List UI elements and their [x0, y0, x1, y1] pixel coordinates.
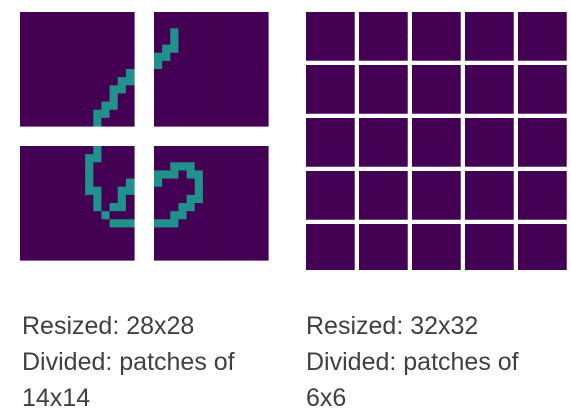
right-patch-grid	[306, 12, 567, 270]
right-patch	[465, 118, 514, 167]
left-patch	[20, 146, 135, 261]
right-patch	[359, 65, 408, 114]
right-caption-divided: Divided: patches of	[306, 348, 519, 376]
right-patch	[412, 171, 461, 220]
right-patch	[359, 224, 408, 270]
right-patch	[306, 65, 355, 114]
left-patch	[154, 146, 269, 261]
right-patch	[306, 224, 355, 270]
right-patch	[306, 12, 355, 61]
left-patch	[20, 12, 135, 127]
right-caption: Resized: 32x32 Divided: patches of 6x6	[306, 308, 566, 416]
right-patch	[306, 118, 355, 167]
right-patch	[518, 224, 567, 270]
right-patch	[518, 118, 567, 167]
left-caption-divided: Divided: patches of	[22, 348, 235, 376]
right-patch	[465, 12, 514, 61]
right-patch	[412, 12, 461, 61]
left-caption-resized: Resized: 28x28	[22, 312, 195, 340]
right-patch	[359, 12, 408, 61]
right-patch	[518, 65, 567, 114]
right-patch	[306, 171, 355, 220]
left-patch	[154, 12, 269, 127]
right-patch	[359, 118, 408, 167]
right-patch	[465, 224, 514, 270]
left-caption: Resized: 28x28 Divided: patches of 14x14	[22, 308, 292, 416]
right-patch	[465, 65, 514, 114]
right-patch	[518, 171, 567, 220]
right-patch	[412, 224, 461, 270]
right-patch	[518, 12, 567, 61]
left-patch-grid	[20, 12, 269, 261]
right-caption-resized: Resized: 32x32	[306, 312, 479, 340]
right-caption-patch-size: 6x6	[306, 384, 347, 412]
right-patch	[412, 65, 461, 114]
right-patch	[412, 118, 461, 167]
right-patch	[359, 171, 408, 220]
right-patch	[465, 171, 514, 220]
left-caption-patch-size: 14x14	[22, 384, 91, 412]
